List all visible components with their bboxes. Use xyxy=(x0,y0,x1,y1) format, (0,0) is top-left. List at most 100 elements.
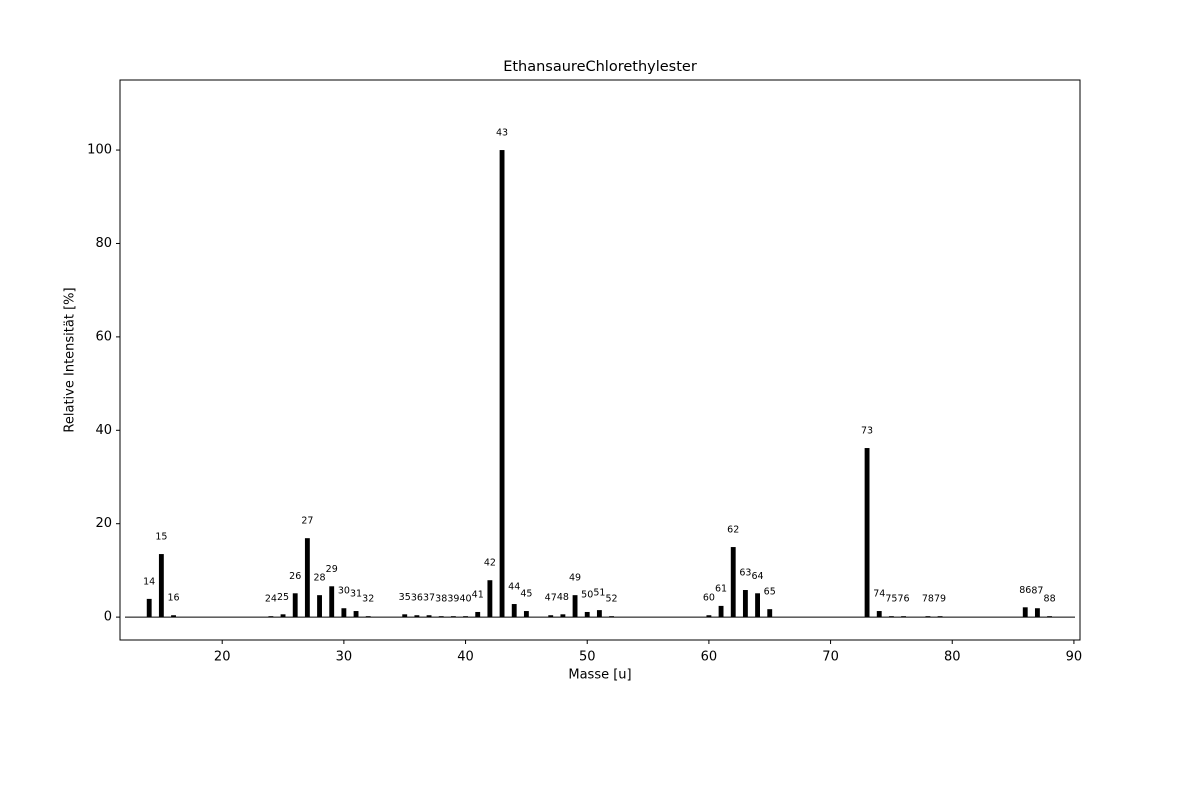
y-tick-label: 80 xyxy=(95,236,112,251)
bar xyxy=(438,616,444,618)
bar-label: 38 xyxy=(435,594,447,605)
bar-label: 48 xyxy=(557,592,569,603)
bar xyxy=(901,616,907,618)
bar-label: 51 xyxy=(593,588,605,599)
bar-label: 27 xyxy=(301,516,313,527)
bar-label: 28 xyxy=(313,573,325,584)
bar xyxy=(1022,607,1028,618)
bar xyxy=(718,605,724,618)
x-tick-label: 20 xyxy=(214,650,231,665)
bar-label: 36 xyxy=(411,593,423,604)
bar xyxy=(499,150,505,618)
y-tick-label: 40 xyxy=(95,423,112,438)
bar xyxy=(268,616,274,618)
bar xyxy=(304,538,310,618)
bar xyxy=(475,611,481,618)
bar xyxy=(487,580,493,618)
bar xyxy=(572,595,578,618)
bar xyxy=(146,598,152,618)
bar xyxy=(511,604,517,618)
bar-label: 40 xyxy=(460,594,472,605)
bar xyxy=(609,616,614,618)
chart-title: EthansaureChlorethylester xyxy=(503,59,697,75)
bar-label: 30 xyxy=(338,586,350,597)
bar xyxy=(876,611,882,618)
bar-label: 88 xyxy=(1044,594,1056,605)
bar-label: 35 xyxy=(399,592,411,603)
x-tick-label: 50 xyxy=(579,650,596,665)
bar-label: 16 xyxy=(167,593,179,604)
bar-label: 64 xyxy=(752,571,764,582)
bar-label: 31 xyxy=(350,589,362,600)
bar xyxy=(706,615,712,618)
bar xyxy=(755,593,760,618)
bar-label: 24 xyxy=(265,594,277,605)
bar-label: 73 xyxy=(861,426,873,437)
x-tick-label: 40 xyxy=(457,650,474,665)
bar xyxy=(937,616,943,618)
bar xyxy=(365,616,371,618)
bar-label: 75 xyxy=(885,594,897,605)
y-tick-label: 60 xyxy=(95,329,112,344)
bar xyxy=(292,593,298,618)
bar-label: 49 xyxy=(569,573,581,584)
bar-label: 15 xyxy=(155,532,167,543)
bar xyxy=(463,616,468,618)
bar xyxy=(317,595,322,618)
bar-label: 50 xyxy=(581,589,593,600)
bar xyxy=(596,610,602,618)
bar-label: 60 xyxy=(703,593,715,604)
bar xyxy=(171,615,176,618)
bar xyxy=(560,614,566,618)
bar-label: 52 xyxy=(606,594,618,605)
bar-label: 39 xyxy=(447,594,459,605)
bar xyxy=(523,611,529,618)
bar xyxy=(158,554,164,618)
bar xyxy=(548,615,554,618)
bar-label: 45 xyxy=(520,589,532,600)
bar xyxy=(925,616,931,618)
bar-label: 86 xyxy=(1019,585,1031,596)
y-tick-label: 20 xyxy=(95,516,112,531)
bar xyxy=(353,611,359,618)
bar xyxy=(864,448,870,618)
bar xyxy=(414,615,420,618)
bar-label: 87 xyxy=(1031,586,1043,597)
bar-label: 37 xyxy=(423,593,435,604)
bar-label: 26 xyxy=(289,571,301,582)
x-tick-label: 80 xyxy=(944,650,961,665)
bar xyxy=(341,608,347,618)
bar xyxy=(1034,608,1040,618)
bar-label: 61 xyxy=(715,583,727,594)
bar xyxy=(730,547,736,618)
bar xyxy=(402,614,408,618)
bar xyxy=(742,590,748,618)
bar xyxy=(329,586,335,618)
bar xyxy=(426,615,432,618)
bar-label: 42 xyxy=(484,558,496,569)
x-tick-label: 90 xyxy=(1066,650,1083,665)
bar xyxy=(1047,616,1053,618)
bar-label: 65 xyxy=(764,587,776,598)
bar-label: 41 xyxy=(472,589,484,600)
y-axis-label: Relative Intensität [%] xyxy=(63,287,78,432)
x-tick-label: 30 xyxy=(336,650,353,665)
bar-label: 29 xyxy=(326,564,338,575)
bar-label: 79 xyxy=(934,594,946,605)
bar-label: 76 xyxy=(898,594,910,605)
bar-label: 14 xyxy=(143,576,155,587)
bar-label: 62 xyxy=(727,525,739,536)
bar-label: 63 xyxy=(739,568,751,579)
bar-label: 32 xyxy=(362,594,374,605)
bar-label: 74 xyxy=(873,589,885,600)
bar-label: 43 xyxy=(496,128,508,139)
x-tick-label: 60 xyxy=(701,650,718,665)
x-axis-label: Masse [u] xyxy=(568,668,631,683)
bar xyxy=(584,611,590,618)
bar xyxy=(280,614,286,618)
bar-label: 47 xyxy=(545,593,557,604)
bar-label: 44 xyxy=(508,582,520,593)
plot-frame xyxy=(119,79,1081,641)
bar xyxy=(450,616,456,618)
